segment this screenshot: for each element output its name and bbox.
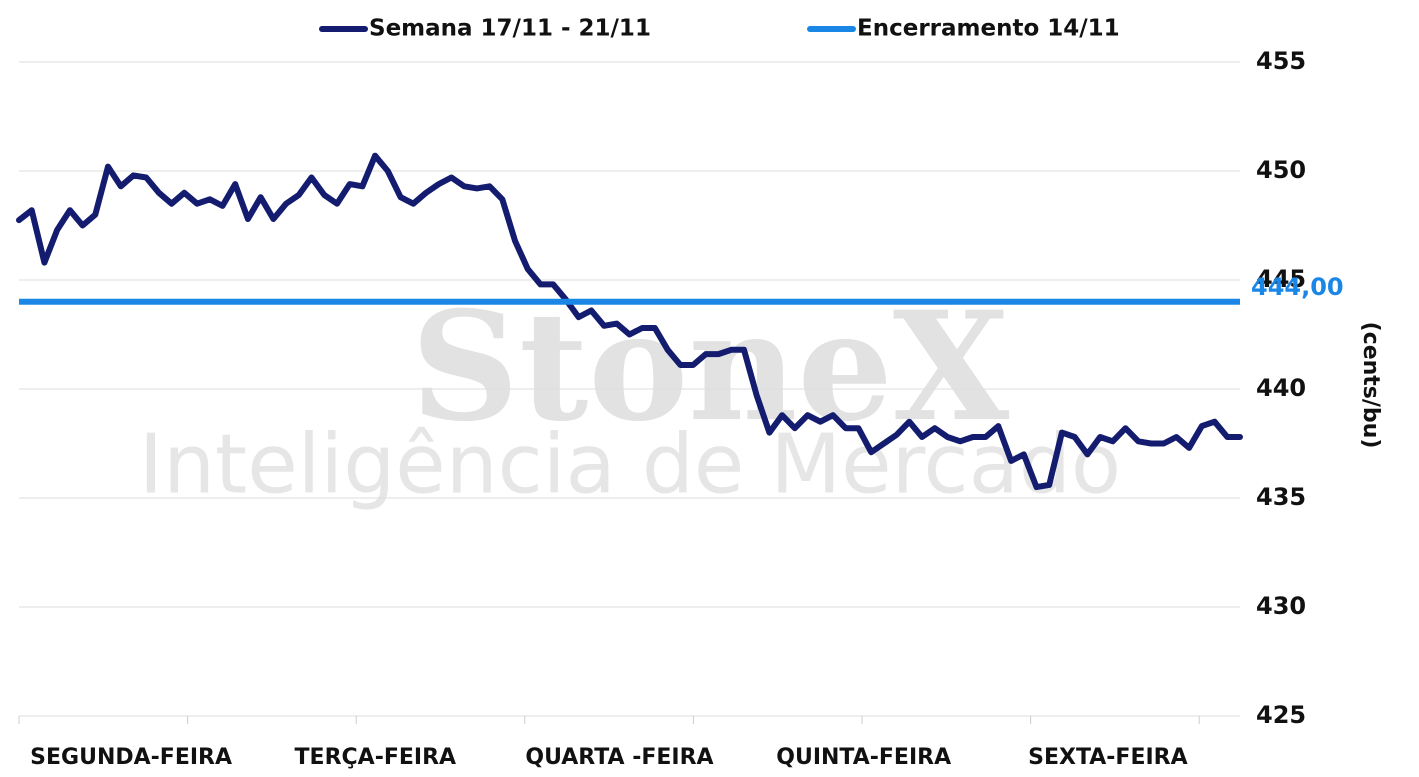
x-tick-label: TERÇA-FEIRA bbox=[295, 745, 457, 770]
series-line bbox=[16, 152, 1243, 491]
y-tick-label: 455 bbox=[1256, 47, 1306, 75]
y-tick-label: 430 bbox=[1256, 592, 1306, 620]
y-tick-label: 445 bbox=[1256, 265, 1306, 293]
y-tick-label: 450 bbox=[1256, 156, 1306, 184]
reference-label: 444,00 bbox=[1251, 273, 1344, 301]
y-tick-label: 440 bbox=[1256, 374, 1306, 402]
y-tick-label: 435 bbox=[1256, 483, 1306, 511]
x-tick-label: SEXTA-FEIRA bbox=[1028, 745, 1188, 770]
legend-label: Encerramento 14/11 bbox=[857, 16, 1120, 42]
x-tick-label: QUINTA-FEIRA bbox=[776, 745, 951, 770]
x-tick-label: SEGUNDA-FEIRA bbox=[30, 745, 232, 770]
legend-label: Semana 17/11 - 21/11 bbox=[369, 16, 651, 42]
watermark: Inteligência de Mercado bbox=[139, 417, 1121, 512]
x-tick-label: QUARTA -FEIRA bbox=[525, 745, 713, 770]
y-tick-label: 425 bbox=[1256, 701, 1306, 729]
y-axis-title: (cents/bu) bbox=[1358, 322, 1383, 449]
